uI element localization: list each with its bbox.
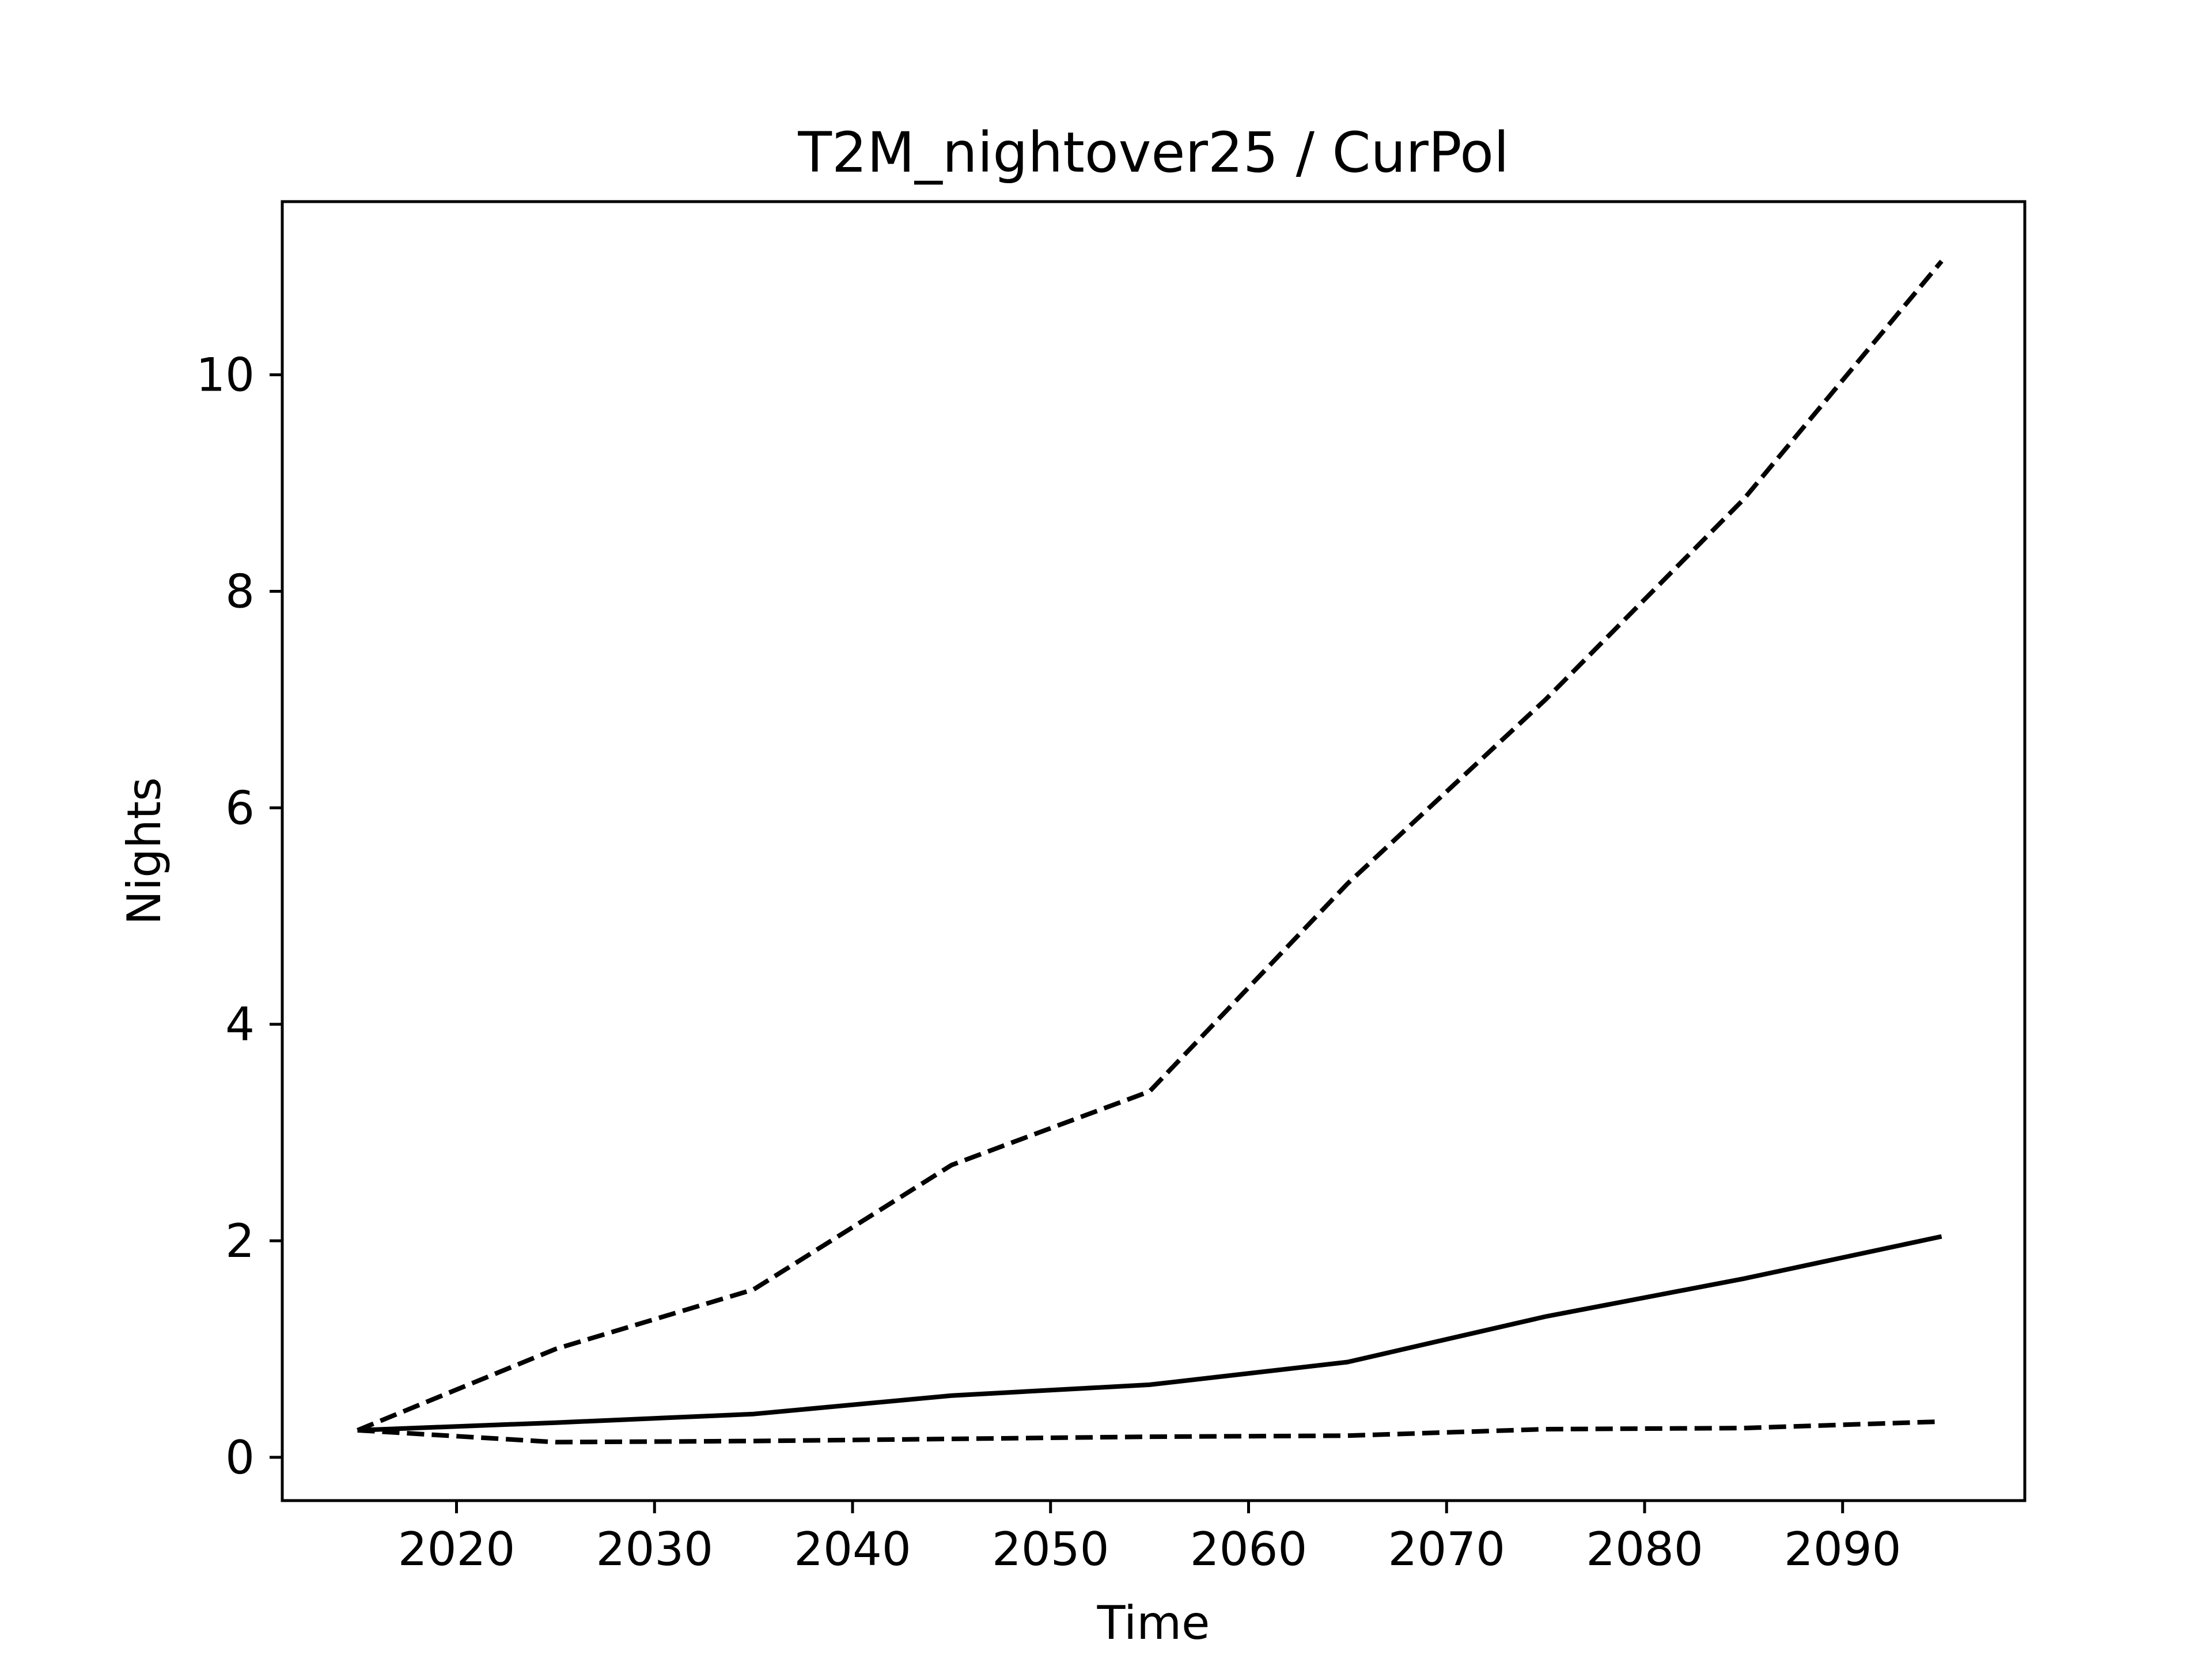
x-tick-label: 2090	[1784, 1522, 1902, 1576]
y-tick-label: 4	[225, 998, 255, 1051]
chart-title: T2M_nightover25 / CurPol	[797, 120, 1509, 185]
y-tick-label: 6	[225, 781, 255, 835]
x-tick-label: 2040	[794, 1522, 911, 1576]
x-tick-label: 2060	[1190, 1522, 1308, 1576]
y-axis: 0 2 4 6 8 10	[196, 349, 282, 1484]
x-tick-label: 2070	[1388, 1522, 1505, 1576]
x-tick-label: 2080	[1586, 1522, 1703, 1576]
y-tick-label: 2	[225, 1214, 255, 1268]
solid-series-line-2	[357, 1234, 1942, 1433]
x-tick-label: 2050	[992, 1522, 1109, 1576]
x-axis-label: Time	[1097, 1596, 1210, 1650]
y-tick-label: 0	[225, 1431, 255, 1484]
dashed-series-line-1	[357, 259, 1944, 1433]
plot-frame	[281, 200, 2027, 1502]
dashed-series-line-3	[357, 1419, 1942, 1445]
series-group	[357, 259, 1944, 1445]
y-tick-label: 8	[225, 565, 255, 619]
y-axis-label: Nights	[118, 777, 171, 925]
x-tick-label: 2030	[596, 1522, 713, 1576]
x-tick-label: 2020	[398, 1522, 516, 1576]
y-tick-label: 10	[196, 349, 255, 402]
x-axis: 2020 2030 2040 2050 2060 2070 2080 2090	[398, 1501, 1902, 1576]
